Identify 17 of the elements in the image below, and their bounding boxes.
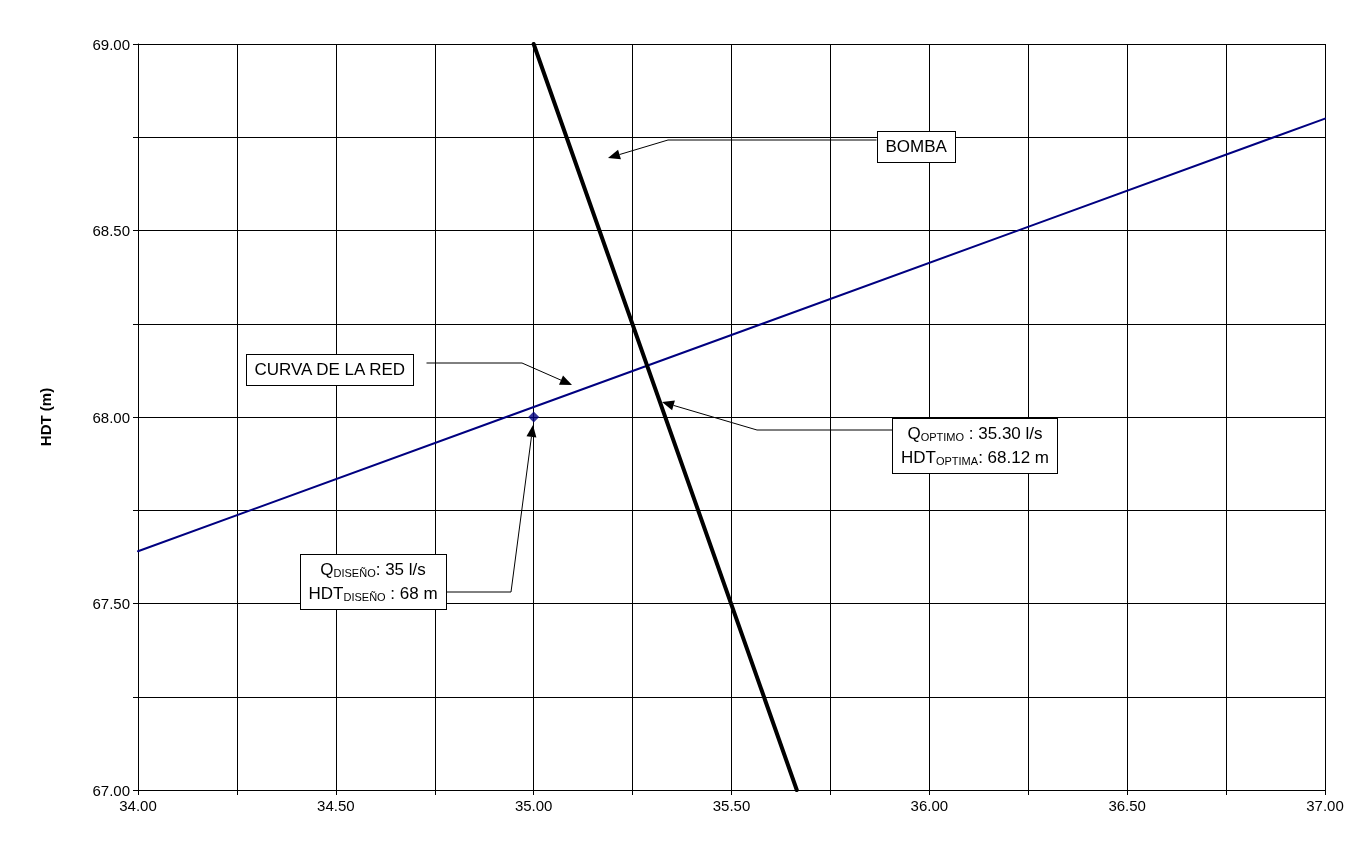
y-tick-label: 67.50: [92, 595, 130, 612]
x-tick-label: 34.00: [119, 797, 157, 814]
x-tick-label: 35.00: [514, 797, 553, 814]
x-tick-label: 34.50: [317, 797, 355, 814]
annotation: CURVA DE LA RED: [254, 359, 406, 381]
y-tick-label: 68.00: [92, 408, 130, 426]
text: Q$_{DISEÑO}$: 35 l/s HDT$_{DISEÑO}$ : 68 m: [308, 560, 438, 603]
x-tick-label: 35.50: [712, 797, 751, 814]
x-tick-label: 37.00: [1306, 797, 1344, 814]
x-tick-label: 36.00: [910, 797, 949, 814]
x-tick-label: 36.50: [1108, 797, 1146, 814]
annotation: BOMBA: [885, 136, 947, 158]
y-tick-label: 68.50: [92, 222, 130, 239]
text: Q$_{OPTIMO}$ : 35.30 l/s HDT$_{OPTIMA}$: 68.12 m: [901, 424, 1049, 467]
y-tick-label: 69.00: [92, 35, 130, 53]
y-axis-title: HDT (m): [37, 387, 54, 447]
y-tick-label: 67.00: [92, 781, 130, 799]
